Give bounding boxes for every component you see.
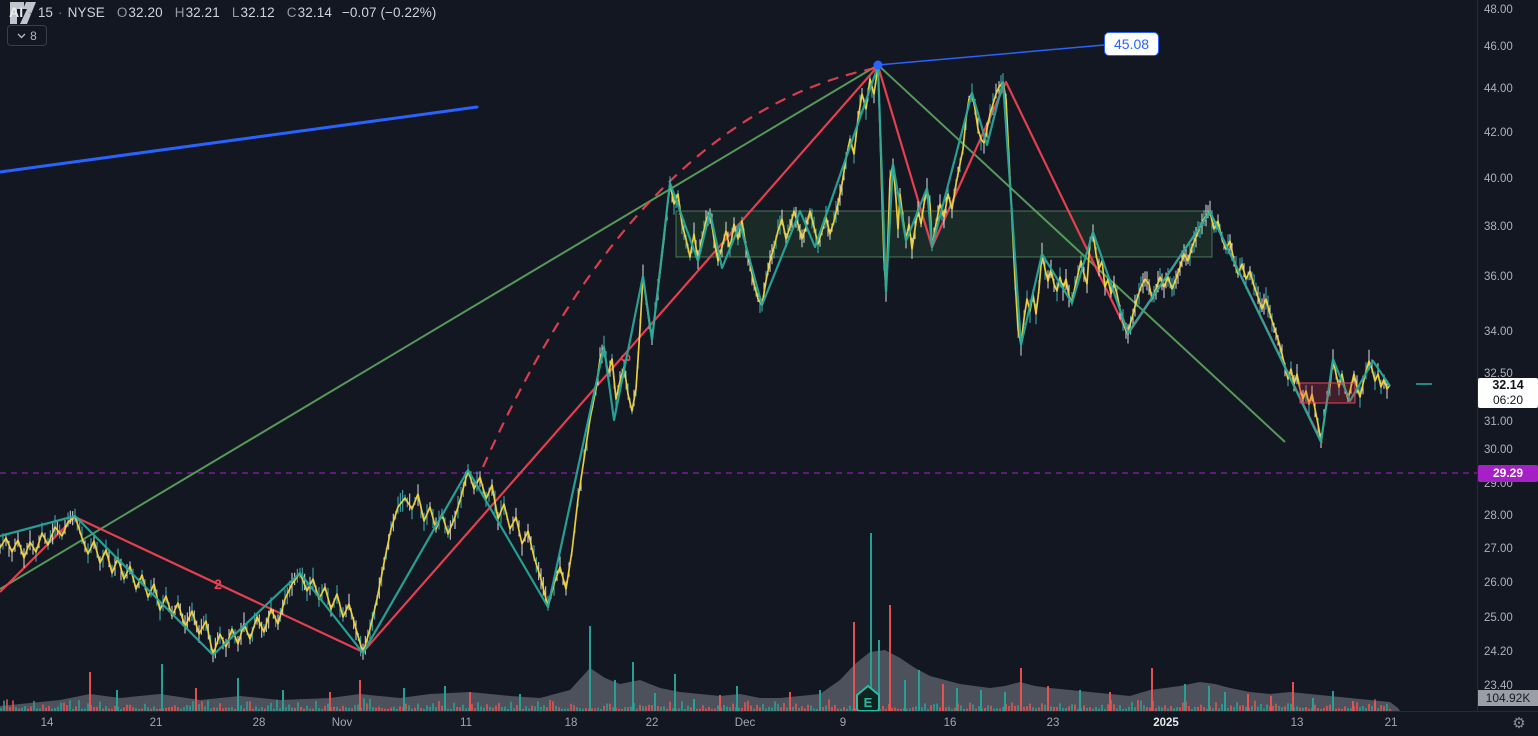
low-label: L: [231, 4, 240, 20]
time-tick-label: 2025: [1153, 717, 1179, 729]
time-tick-label: 11: [460, 717, 472, 729]
time-tick-label: 13: [1290, 717, 1304, 729]
close-value: 32.14: [297, 4, 332, 20]
close-price-line: [0, 65, 1391, 656]
symbol-legend[interactable]: AI · 15 · NYSE O 32.20 H 32.21 L 32.12 C…: [9, 3, 436, 21]
close-label: C: [286, 4, 297, 20]
price-tick-label: 42.00: [1484, 127, 1513, 139]
high-value: 32.21: [185, 4, 220, 20]
price-tick-label: 24.20: [1484, 646, 1513, 658]
time-tick-label: 14: [40, 717, 54, 729]
zigzag-indicator-line: [0, 64, 1391, 657]
price-tick-label: 48.00: [1484, 4, 1513, 16]
object-tree-count: 8: [30, 28, 37, 43]
callout-anchor-point[interactable]: [873, 60, 883, 70]
time-tick-label: 28: [252, 717, 266, 729]
time-tick-label: 16: [943, 717, 957, 729]
time-tick-label: 9: [839, 717, 847, 729]
change-value: −0.07 (−0.22%): [341, 4, 437, 20]
price-tick-label: 31.00: [1484, 416, 1513, 428]
timezone-settings-button[interactable]: ⚙: [1508, 714, 1530, 734]
legend-separator: ·: [28, 4, 33, 20]
price-tick-label: 44.00: [1484, 83, 1513, 95]
price-tick-label: 25.00: [1484, 612, 1513, 624]
price-tick-label: 26.00: [1484, 577, 1513, 589]
tradingview-logo[interactable]: [9, 0, 41, 26]
price-tick-label: 30.00: [1484, 444, 1513, 456]
price-tick-label: 36.00: [1484, 271, 1513, 283]
exchange: NYSE: [67, 4, 105, 20]
timeframe: 15: [37, 4, 54, 20]
volume-readout-label: 104.92K: [1478, 690, 1538, 706]
bar-countdown: 06:20: [1492, 393, 1524, 407]
object-tree-toggle-button[interactable]: 8: [7, 25, 47, 46]
time-tick-label: 18: [564, 717, 578, 729]
last-price-label: 32.14 06:20: [1478, 378, 1538, 408]
price-tick-label: 38.00: [1484, 221, 1513, 233]
time-tick-label: 21: [1384, 717, 1398, 729]
time-tick-label: 23: [1046, 717, 1060, 729]
time-tick-label: 21: [149, 717, 163, 729]
alert-level-label: 29.29: [1478, 465, 1538, 482]
candles-down: [2, 69, 1382, 657]
open-label: O: [116, 4, 128, 20]
green-uptrend-line[interactable]: [0, 64, 879, 590]
symbol-name: AI: [9, 4, 24, 20]
time-scale[interactable]: 14 21 28 Nov 11 18 22 Dec 9 16 23 2025 13 21: [0, 711, 1538, 736]
price-scale[interactable]: 48.00 46.00 44.00 42.00 40.00 38.00 36.00 34.00…: [1477, 0, 1538, 712]
gear-icon: ⚙: [1512, 715, 1526, 732]
volume-spikes-up: [116, 533, 1334, 711]
price-tick-label: 23.40: [1484, 680, 1513, 692]
price-callout-label[interactable]: 45.08: [1104, 32, 1160, 56]
green-downtrend-line[interactable]: [877, 64, 1286, 443]
price-tick-label: 40.00: [1484, 173, 1513, 185]
price-tick-label: 27.00: [1484, 543, 1513, 555]
time-tick-label: Nov: [331, 717, 353, 729]
volume-spikes-down: [89, 605, 1376, 711]
last-price-value: 32.14: [1492, 378, 1524, 392]
price-tick-label: 32.50: [1484, 368, 1513, 380]
open-value: 32.20: [128, 4, 163, 20]
high-label: H: [174, 4, 185, 20]
red-range-box[interactable]: [1299, 382, 1356, 404]
legend-separator: ·: [58, 4, 63, 20]
price-tick-label: 46.00: [1484, 41, 1513, 53]
red-dashed-curve[interactable]: [481, 66, 877, 468]
blue-trendline[interactable]: [0, 105, 479, 174]
price-tick-label: 28.00: [1484, 510, 1513, 522]
wave-label-2[interactable]: 2: [214, 576, 222, 592]
earnings-marker-letter: E: [864, 695, 873, 710]
callout-connector-line[interactable]: [877, 44, 1105, 66]
chevron-down-icon: [17, 33, 26, 39]
volume-bars-up: [0, 698, 1388, 711]
candles-up: [0, 60, 1388, 663]
low-value: 32.12: [240, 4, 275, 20]
price-tick-label: 34.00: [1484, 326, 1513, 338]
volume-ma-area: [0, 650, 1400, 711]
red-trend-polyline[interactable]: [0, 64, 1323, 654]
time-tick-label: 22: [645, 717, 659, 729]
time-tick-label: Dec: [734, 717, 756, 729]
